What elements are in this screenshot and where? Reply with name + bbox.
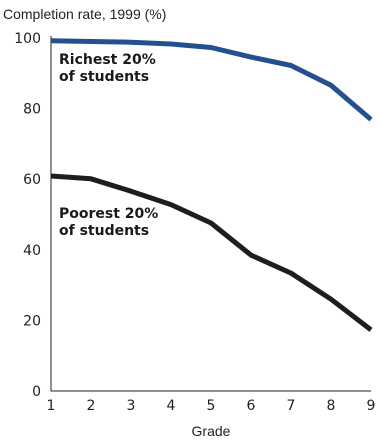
y-tick-label: 40 — [23, 243, 41, 259]
x-axis-ticks: 1 2 3 4 5 6 7 8 9 — [47, 398, 376, 414]
y-tick-label: 100 — [14, 31, 41, 47]
series-label-1: of students — [59, 223, 149, 239]
y-tick-label: 20 — [23, 313, 41, 329]
y-tick-label: 60 — [23, 172, 41, 188]
series-label-0: of students — [59, 69, 149, 85]
x-tick-label: 5 — [207, 398, 216, 414]
x-tick-label: 1 — [47, 398, 56, 414]
series-line-1 — [50, 173, 373, 332]
y-tick-label: 0 — [32, 384, 41, 400]
x-tick-label: 7 — [287, 398, 296, 414]
series-label-0: Richest 20% — [59, 52, 156, 68]
x-tick-label: 8 — [327, 398, 336, 414]
series-label-1: Poorest 20% — [59, 206, 158, 222]
x-tick-label: 6 — [247, 398, 256, 414]
series-lines — [50, 38, 373, 332]
x-tick-label: 4 — [167, 398, 176, 414]
x-axis-title: Grade — [192, 423, 231, 439]
x-tick-label: 9 — [367, 398, 376, 414]
chart-title: Completion rate, 1999 (%) — [3, 6, 166, 22]
x-tick-label: 3 — [127, 398, 136, 414]
y-tick-label: 80 — [23, 102, 41, 118]
series-line-0 — [50, 38, 373, 122]
x-tick-label: 2 — [87, 398, 96, 414]
y-axis-ticks: 0 20 40 60 80 100 — [14, 31, 41, 400]
